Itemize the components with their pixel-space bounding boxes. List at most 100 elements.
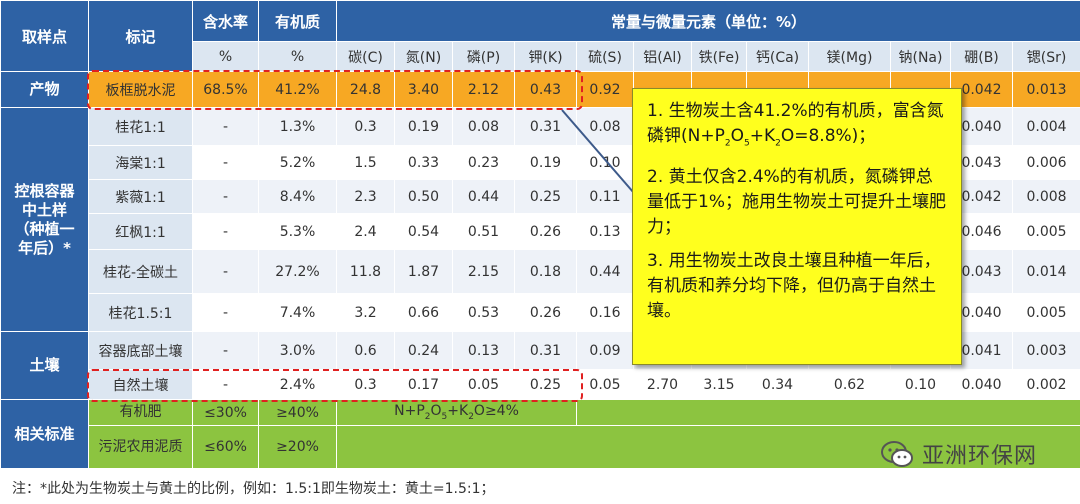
cell-k: 0.18 — [514, 249, 577, 294]
element-header: 氮(N) — [394, 41, 453, 72]
cell-s: 0.09 — [576, 331, 634, 370]
cell-n: 0.17 — [394, 369, 453, 400]
cell-c: 2.4 — [336, 213, 395, 250]
cell-organic: 8.4% — [258, 179, 337, 214]
unit-moisture: % — [192, 41, 259, 72]
cell-sr: 0.004 — [1011, 107, 1080, 146]
cell-c: 24.8 — [336, 71, 395, 108]
standard-organic: ≥40% — [258, 399, 337, 426]
cell-n: 0.50 — [394, 179, 453, 214]
cell-c: 1.5 — [336, 145, 395, 180]
cell-organic: 3.0% — [258, 331, 337, 370]
cell-n: 3.40 — [394, 71, 453, 108]
cell-s: 0.11 — [576, 179, 634, 214]
highlight-natural-soil-row — [87, 369, 583, 402]
group-soil: 土壤 — [0, 331, 89, 400]
standard-blank — [335, 425, 1080, 469]
cell-moisture: - — [192, 213, 259, 250]
cell-s: 0.10 — [576, 145, 634, 180]
cell-c: 0.3 — [336, 369, 395, 400]
cell-sr: 0.005 — [1011, 293, 1080, 332]
cell-c: 11.8 — [336, 249, 395, 294]
cell-fe: 3.15 — [691, 369, 747, 400]
element-header: 铝(Al) — [633, 41, 692, 72]
cell-sr: 0.008 — [1011, 179, 1080, 214]
footnote: 注：*此处为生物炭土与黄土的比例，例如：1.5:1即生物炭土：黄土=1.5:1； — [12, 481, 495, 497]
element-header: 磷(P) — [452, 41, 515, 72]
cell-organic: 41.2% — [258, 71, 337, 108]
row-label: 桂花-全碳土 — [88, 249, 193, 294]
cell-s: 0.44 — [576, 249, 634, 294]
cell-n: 0.19 — [394, 107, 453, 146]
callout-point-3: 3. 用生物炭土改良土壤且种植一年后，有机质和养分均下降，但仍高于自然土壤。 — [647, 251, 941, 322]
cell-k: 0.26 — [514, 293, 577, 332]
cell-moisture: - — [192, 331, 259, 370]
cell-sr: 0.002 — [1011, 369, 1080, 400]
cell-p: 0.08 — [452, 107, 515, 146]
cell-sr: 0.013 — [1011, 71, 1080, 108]
standard-organic: ≥20% — [258, 425, 337, 469]
row-label: 桂花1:1 — [88, 107, 193, 146]
cell-s: 0.16 — [576, 293, 634, 332]
standard-name: 有机肥 — [88, 399, 193, 426]
row-label: 桂花1.5:1 — [88, 293, 193, 332]
header-elements: 常量与微量元素（单位：%） — [335, 0, 1080, 42]
cell-al: 2.70 — [633, 369, 692, 400]
highlight-product-row — [87, 70, 583, 110]
element-header: 钾(K) — [514, 41, 577, 72]
callout-point-1: 1. 生物炭土含41.2%的有机质，富含氮磷钾(N+P2O5+K2O=8.8%)… — [647, 101, 944, 149]
cell-moisture: - — [192, 107, 259, 146]
cell-moisture: - — [192, 179, 259, 214]
cell-ca: 0.34 — [746, 369, 809, 400]
cell-k: 0.25 — [514, 179, 577, 214]
cell-k: 0.19 — [514, 145, 577, 180]
standard-name: 污泥农用泥质 — [88, 425, 193, 469]
cell-moisture: - — [192, 145, 259, 180]
cell-n: 0.54 — [394, 213, 453, 250]
cell-p: 0.44 — [452, 179, 515, 214]
cell-p: 2.12 — [452, 71, 515, 108]
cell-b: 0.042 — [950, 71, 1013, 108]
group-product: 产物 — [0, 71, 89, 108]
cell-moisture: 68.5% — [192, 71, 259, 108]
element-header: 钙(Ca) — [746, 41, 809, 72]
cell-p: 0.05 — [452, 369, 515, 400]
element-header: 硼(B) — [950, 41, 1013, 72]
row-label: 容器底部土壤 — [88, 331, 193, 370]
element-header: 碳(C) — [336, 41, 395, 72]
header-sampling-point: 取样点 — [0, 0, 89, 72]
unit-organic: % — [258, 41, 337, 72]
cell-organic: 2.4% — [258, 369, 337, 400]
cell-mg: 0.62 — [808, 369, 891, 400]
callout-box: 1. 生物炭土含41.2%的有机质，富含氮磷钾(N+P2O5+K2O=8.8%)… — [632, 88, 962, 365]
cell-sr: 0.014 — [1011, 249, 1080, 294]
callout-point-2: 2. 黄土仅含2.4%的有机质，氮磷钾总量低于1%；施用生物炭土可提升土壤肥力； — [647, 167, 946, 238]
cell-organic: 5.2% — [258, 145, 337, 180]
cell-p: 0.53 — [452, 293, 515, 332]
cell-organic: 7.4% — [258, 293, 337, 332]
watermark-text: 亚洲环保网 — [922, 444, 1038, 469]
element-header: 铁(Fe) — [691, 41, 747, 72]
standard-npk: N+P2O5+K2O≥4% — [336, 399, 577, 426]
cell-n: 0.24 — [394, 331, 453, 370]
cell-s: 0.13 — [576, 213, 634, 250]
watermark: 亚洲环保网 — [880, 436, 1037, 472]
cell-sr: 0.003 — [1011, 331, 1080, 370]
standard-blank — [575, 399, 1080, 426]
element-header: 锶(Sr) — [1011, 41, 1080, 72]
cell-k: 0.31 — [514, 107, 577, 146]
cell-moisture: - — [192, 249, 259, 294]
cell-n: 1.87 — [394, 249, 453, 294]
cell-na: 0.10 — [890, 369, 951, 400]
cell-s: 0.05 — [576, 369, 634, 400]
cell-n: 0.33 — [394, 145, 453, 180]
row-label: 板框脱水泥 — [88, 71, 193, 108]
cell-organic: 1.3% — [258, 107, 337, 146]
wechat-icon — [881, 441, 913, 467]
row-label: 红枫1:1 — [88, 213, 193, 250]
cell-k: 0.43 — [514, 71, 577, 108]
row-label: 海棠1:1 — [88, 145, 193, 180]
cell-p: 2.15 — [452, 249, 515, 294]
cell-sr: 0.005 — [1011, 213, 1080, 250]
